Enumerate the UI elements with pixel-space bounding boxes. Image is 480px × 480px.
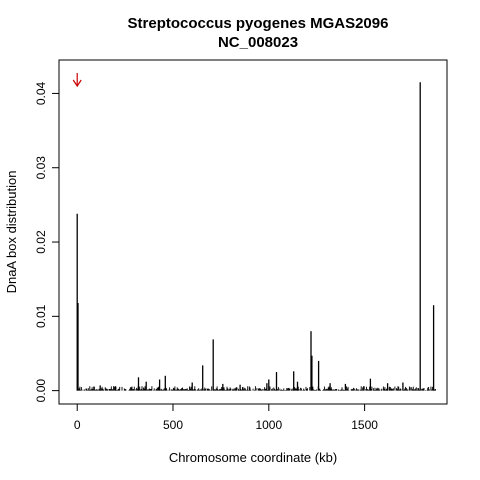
y-axis: 0.00 0.01 0.02 0.03 0.04 <box>34 81 60 403</box>
origin-marker <box>72 73 82 88</box>
arrow-head <box>72 79 82 88</box>
y-tick-label: 0.03 <box>34 156 48 180</box>
x-tick-label: 1000 <box>255 418 282 432</box>
x-axis-label: Chromosome coordinate (kb) <box>169 450 337 465</box>
baseline-noise-layer <box>77 386 436 391</box>
y-tick-label: 0.02 <box>34 230 48 254</box>
x-tick-label: 0 <box>74 418 81 432</box>
down-arrow-icon <box>72 73 82 88</box>
y-axis-label: DnaA box distribution <box>4 171 19 294</box>
chart-subtitle: NC_008023 <box>218 34 298 51</box>
plot-frame <box>58 59 448 405</box>
chart-title: Streptococcus pyogenes MGAS2096 <box>128 15 389 32</box>
x-tick-label: 1500 <box>351 418 378 432</box>
bars-layer <box>76 82 435 391</box>
x-axis: 0 500 1000 1500 <box>74 403 378 432</box>
y-tick-label: 0.04 <box>34 81 48 105</box>
y-tick-label: 0.00 <box>34 379 48 403</box>
x-tick-label: 500 <box>163 418 183 432</box>
y-tick-label: 0.01 <box>34 304 48 328</box>
